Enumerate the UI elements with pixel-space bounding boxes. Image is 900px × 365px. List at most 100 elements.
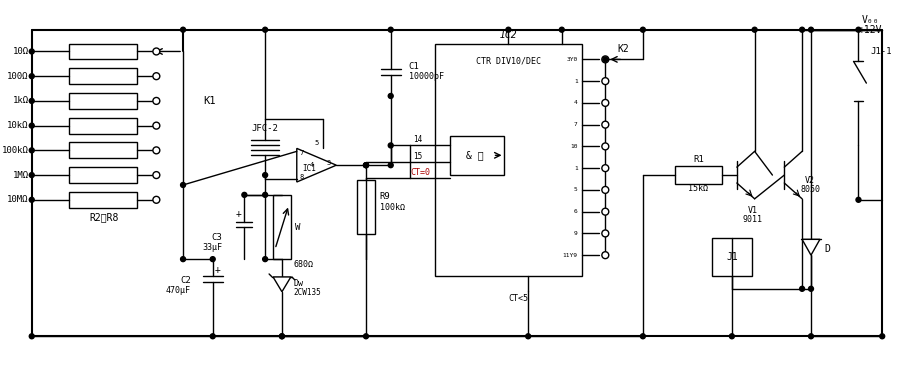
Text: 11Y9: 11Y9 [562, 253, 578, 258]
Text: J1: J1 [726, 252, 738, 262]
Text: R1: R1 [693, 155, 704, 164]
Circle shape [559, 27, 564, 32]
Circle shape [364, 334, 368, 339]
Circle shape [641, 27, 645, 32]
Circle shape [153, 147, 160, 154]
Circle shape [602, 99, 608, 106]
Text: K2: K2 [617, 45, 629, 54]
Text: CT=0: CT=0 [410, 168, 430, 177]
Text: 4: 4 [310, 162, 314, 168]
Text: 5: 5 [601, 165, 606, 171]
Circle shape [280, 334, 284, 339]
Bar [69, 167, 137, 183]
Text: D: D [824, 244, 831, 254]
Text: 0: 0 [601, 56, 606, 62]
Text: +12V: +12V [859, 25, 882, 35]
Circle shape [153, 172, 160, 178]
Circle shape [30, 123, 34, 128]
Text: 10kΩ: 10kΩ [7, 121, 29, 130]
Circle shape [153, 122, 160, 129]
Circle shape [388, 93, 393, 99]
Circle shape [263, 192, 267, 197]
Text: 8: 8 [601, 230, 606, 237]
Text: 7: 7 [300, 150, 304, 156]
Text: 10Ω: 10Ω [13, 47, 29, 56]
Text: 5: 5 [314, 141, 319, 146]
Text: +: + [215, 265, 220, 275]
Circle shape [602, 252, 608, 259]
Bar [69, 93, 137, 109]
Circle shape [856, 27, 861, 32]
Circle shape [602, 165, 608, 172]
Text: 1kΩ: 1kΩ [13, 96, 29, 105]
Text: JFC-2: JFC-2 [252, 124, 279, 133]
Circle shape [364, 163, 368, 168]
Circle shape [181, 182, 185, 188]
Text: 100Ω: 100Ω [7, 72, 29, 81]
Circle shape [211, 257, 215, 262]
Circle shape [729, 334, 734, 339]
Text: V1: V1 [748, 206, 758, 215]
Text: 7: 7 [574, 122, 578, 127]
Text: 10: 10 [570, 144, 578, 149]
Text: 7: 7 [601, 209, 606, 215]
Circle shape [799, 27, 805, 32]
Circle shape [388, 163, 393, 168]
Text: 15kΩ: 15kΩ [688, 184, 708, 193]
Bar [69, 43, 137, 59]
Text: C1: C1 [409, 62, 419, 71]
Text: +: + [236, 209, 241, 219]
Text: 2: 2 [601, 100, 606, 106]
Bar [69, 118, 137, 134]
Text: V₀₀: V₀₀ [861, 15, 879, 25]
Text: 6: 6 [601, 187, 606, 193]
Circle shape [30, 99, 34, 103]
Text: 680Ω: 680Ω [293, 260, 314, 269]
Circle shape [153, 97, 160, 104]
Circle shape [602, 208, 608, 215]
Text: 5: 5 [574, 187, 578, 192]
Text: 6: 6 [574, 209, 578, 214]
Bar [674, 166, 722, 184]
Text: CTR DIV10/DEC: CTR DIV10/DEC [476, 57, 541, 66]
Text: 14: 14 [413, 135, 422, 144]
Text: 3Y0: 3Y0 [566, 57, 578, 62]
Circle shape [153, 196, 160, 203]
Text: IC2: IC2 [500, 30, 518, 40]
Text: 2CW135: 2CW135 [293, 288, 321, 297]
Text: CT<5: CT<5 [508, 294, 528, 303]
Circle shape [752, 27, 757, 32]
Circle shape [364, 163, 368, 168]
Circle shape [242, 192, 247, 197]
Circle shape [526, 334, 531, 339]
Circle shape [30, 74, 34, 79]
Bar [450, 135, 504, 175]
Circle shape [211, 334, 215, 339]
Circle shape [153, 73, 160, 80]
Circle shape [30, 49, 34, 54]
Text: R9: R9 [380, 192, 391, 201]
Circle shape [799, 286, 805, 291]
Circle shape [856, 197, 861, 202]
Bar [69, 142, 137, 158]
Circle shape [808, 286, 814, 291]
Text: 9: 9 [601, 252, 606, 258]
Circle shape [388, 143, 393, 148]
Text: 10000pF: 10000pF [409, 72, 444, 81]
Bar [69, 68, 137, 84]
Bar [69, 192, 137, 208]
Text: & ⎯: & ⎯ [466, 150, 483, 160]
Text: K1: K1 [202, 96, 215, 106]
Polygon shape [273, 277, 291, 292]
Text: 470μF: 470μF [166, 286, 191, 295]
Circle shape [603, 57, 608, 62]
Text: 3: 3 [327, 160, 330, 166]
Bar [436, 43, 581, 276]
Text: 4: 4 [574, 100, 578, 105]
Text: 100kΩ: 100kΩ [380, 203, 405, 212]
Text: 4: 4 [601, 143, 606, 149]
Circle shape [602, 230, 608, 237]
Bar [712, 238, 751, 276]
Circle shape [602, 143, 608, 150]
Circle shape [808, 334, 814, 339]
